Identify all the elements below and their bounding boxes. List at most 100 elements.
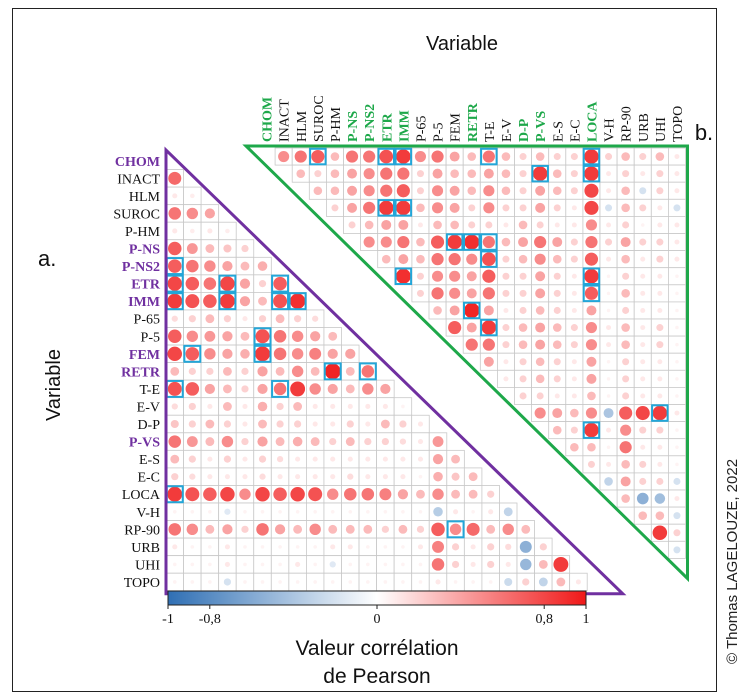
correlation-dot — [295, 580, 300, 584]
correlation-dot — [170, 366, 180, 376]
correlation-dot — [603, 408, 614, 419]
column-label: INACT — [278, 99, 293, 142]
correlation-dot — [416, 187, 424, 195]
correlation-dot — [327, 383, 338, 395]
correlation-dot — [639, 426, 647, 434]
correlation-dot — [640, 273, 646, 279]
correlation-dot — [208, 509, 212, 514]
correlation-dot — [243, 580, 247, 584]
correlation-dot — [431, 150, 444, 163]
correlation-dot — [382, 456, 388, 462]
correlation-dot — [242, 403, 248, 410]
correlation-dot — [363, 236, 375, 248]
correlation-dot — [224, 561, 230, 567]
correlation-dot — [292, 436, 303, 447]
correlation-dot — [312, 474, 318, 480]
correlation-dot — [186, 436, 198, 447]
correlation-dot — [190, 509, 195, 514]
row-label: HLM — [129, 190, 161, 205]
row-label: E-V — [137, 400, 160, 415]
row-label: INACT — [117, 172, 160, 187]
correlation-dot — [674, 410, 680, 416]
correlation-dot — [483, 305, 494, 316]
highlight-box — [253, 327, 272, 346]
row-label: E-S — [139, 453, 160, 468]
correlation-dot — [347, 168, 358, 179]
row-label: P-VS — [129, 436, 160, 451]
correlation-dot — [258, 419, 267, 429]
correlation-dot — [430, 235, 445, 249]
correlation-dot — [570, 153, 578, 161]
correlation-dot — [571, 307, 577, 313]
correlation-dot — [622, 306, 630, 314]
correlation-dot — [586, 305, 597, 316]
correlation-dot — [482, 338, 495, 351]
correlation-dot — [185, 294, 200, 309]
highlight-box — [480, 250, 498, 268]
correlation-dot — [652, 525, 668, 541]
correlation-dot — [168, 207, 182, 220]
correlation-dot — [431, 253, 444, 266]
correlation-dot — [553, 272, 561, 280]
correlation-dot — [552, 169, 562, 178]
correlation-dot — [674, 154, 680, 160]
correlation-dot — [552, 186, 562, 196]
correlation-dot — [552, 254, 562, 264]
correlation-dot — [222, 524, 233, 535]
correlation-dot — [639, 153, 647, 161]
correlation-dot — [276, 420, 284, 428]
correlation-dot — [330, 421, 336, 427]
correlation-dot — [207, 228, 213, 234]
correlation-dot — [606, 274, 611, 279]
correlation-dot — [223, 244, 232, 253]
correlation-dot — [363, 185, 375, 197]
correlation-dot — [170, 419, 179, 429]
correlation-dot — [571, 222, 577, 228]
correlation-dot — [223, 315, 232, 323]
correlation-dot — [449, 185, 460, 196]
correlation-dot — [656, 255, 664, 263]
correlation-dot — [536, 392, 544, 400]
correlation-dot — [331, 204, 339, 212]
correlation-dot — [243, 509, 247, 514]
correlation-dot — [534, 235, 547, 249]
correlation-dot — [675, 445, 679, 450]
correlation-dot — [258, 455, 267, 463]
correlation-dot — [204, 330, 216, 342]
correlation-dot — [501, 152, 511, 161]
correlation-dot — [467, 152, 477, 161]
correlation-dot — [449, 287, 461, 299]
correlation-dot — [295, 561, 301, 567]
row-label: IMM — [128, 295, 160, 310]
correlation-dot — [361, 487, 375, 501]
correlation-dot — [189, 473, 196, 480]
correlation-dot — [640, 223, 645, 227]
correlation-dot — [418, 474, 423, 479]
correlation-dot — [552, 323, 562, 332]
correlation-dot — [345, 150, 359, 163]
correlation-dot — [185, 347, 200, 361]
correlation-dot — [293, 524, 303, 534]
correlation-dot — [606, 445, 611, 450]
correlation-dot — [291, 365, 304, 378]
correlation-dot — [190, 193, 195, 199]
correlation-dot — [172, 562, 177, 567]
correlation-dot — [257, 383, 268, 395]
correlation-dot — [433, 306, 442, 315]
correlation-dot — [401, 404, 405, 409]
correlation-dot — [275, 366, 285, 376]
correlation-dot — [606, 188, 612, 194]
correlation-dot — [417, 456, 424, 462]
correlation-dot — [570, 341, 578, 349]
correlation-dot — [220, 276, 235, 291]
colorbar-tick-label: -0,8 — [199, 612, 221, 627]
correlation-dot — [418, 509, 423, 514]
row-label: P-5 — [141, 330, 160, 345]
correlation-dot — [380, 167, 393, 180]
correlation-dot — [450, 169, 459, 178]
correlation-dot — [606, 461, 612, 467]
correlation-dot — [167, 346, 182, 362]
correlation-dot — [290, 381, 306, 397]
correlation-dot — [502, 289, 510, 297]
